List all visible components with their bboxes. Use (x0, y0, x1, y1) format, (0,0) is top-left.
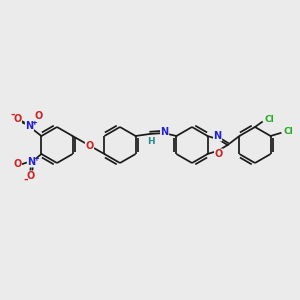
Text: O: O (13, 159, 22, 169)
Text: -: - (23, 175, 28, 185)
Text: N: N (25, 121, 34, 131)
Text: O: O (85, 141, 94, 151)
Text: O: O (26, 171, 34, 181)
Text: O: O (34, 111, 43, 121)
Text: -: - (10, 110, 15, 120)
Text: O: O (13, 114, 22, 124)
Text: Cl: Cl (264, 115, 274, 124)
Text: N: N (160, 127, 169, 137)
Text: N: N (27, 157, 35, 167)
Text: +: + (32, 120, 37, 126)
Text: O: O (214, 149, 223, 159)
Text: Cl: Cl (284, 127, 293, 136)
Text: +: + (34, 156, 39, 162)
Text: H: H (147, 136, 154, 146)
Text: N: N (214, 131, 222, 141)
